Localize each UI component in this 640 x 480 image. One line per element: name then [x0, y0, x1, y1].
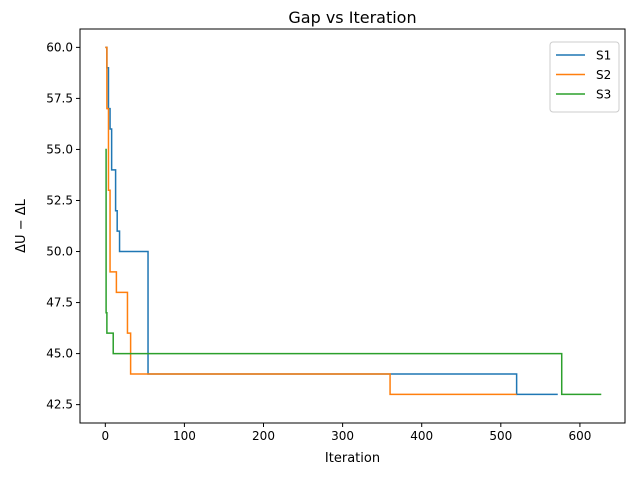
y-tick-label: 47.5	[46, 296, 73, 310]
legend-label-s2: S2	[596, 68, 611, 82]
x-tick-label: 400	[410, 429, 433, 443]
plot-frame	[79, 28, 626, 424]
legend: S1 S2 S3	[549, 41, 620, 113]
y-axis-label: ΔU − ΔL	[14, 198, 29, 252]
x-tick-label: 300	[331, 429, 354, 443]
series-layer	[105, 46, 602, 396]
x-tick-label: 100	[173, 429, 196, 443]
y-tick-label: 42.5	[46, 398, 73, 412]
x-tick-label: 200	[252, 429, 275, 443]
x-axis-label: Iteration	[325, 451, 380, 466]
y-tick-label: 60.0	[46, 40, 73, 54]
x-tick-label: 600	[568, 429, 591, 443]
legend-label-s3: S3	[596, 88, 611, 102]
x-axis: 0 100 200 300 400 500 600	[101, 423, 591, 443]
y-tick-label: 50.0	[46, 245, 73, 259]
y-tick-label: 45.0	[46, 347, 73, 361]
y-tick-label: 57.5	[46, 91, 73, 105]
chart-title: Gap vs Iteration	[288, 8, 416, 27]
x-tick-label: 500	[489, 429, 512, 443]
legend-label-s1: S1	[596, 49, 611, 63]
y-tick-label: 52.5	[46, 193, 73, 207]
series-line-s2	[105, 46, 517, 396]
series-line-s1	[105, 46, 558, 396]
y-tick-label: 55.0	[46, 142, 73, 156]
series-line-s3	[105, 148, 602, 396]
x-tick-label: 0	[101, 429, 109, 443]
y-axis: 42.5 45.0 47.5 50.0 52.5 55.0 57.5 60.0	[46, 40, 80, 412]
